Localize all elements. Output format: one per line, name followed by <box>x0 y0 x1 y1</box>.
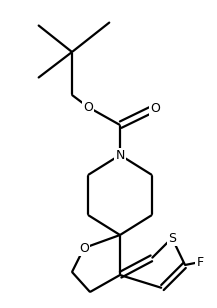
Text: O: O <box>150 102 160 115</box>
Text: N: N <box>115 148 125 161</box>
Text: F: F <box>196 256 204 269</box>
Text: S: S <box>168 232 176 245</box>
Text: O: O <box>83 100 93 114</box>
Text: O: O <box>79 241 89 254</box>
